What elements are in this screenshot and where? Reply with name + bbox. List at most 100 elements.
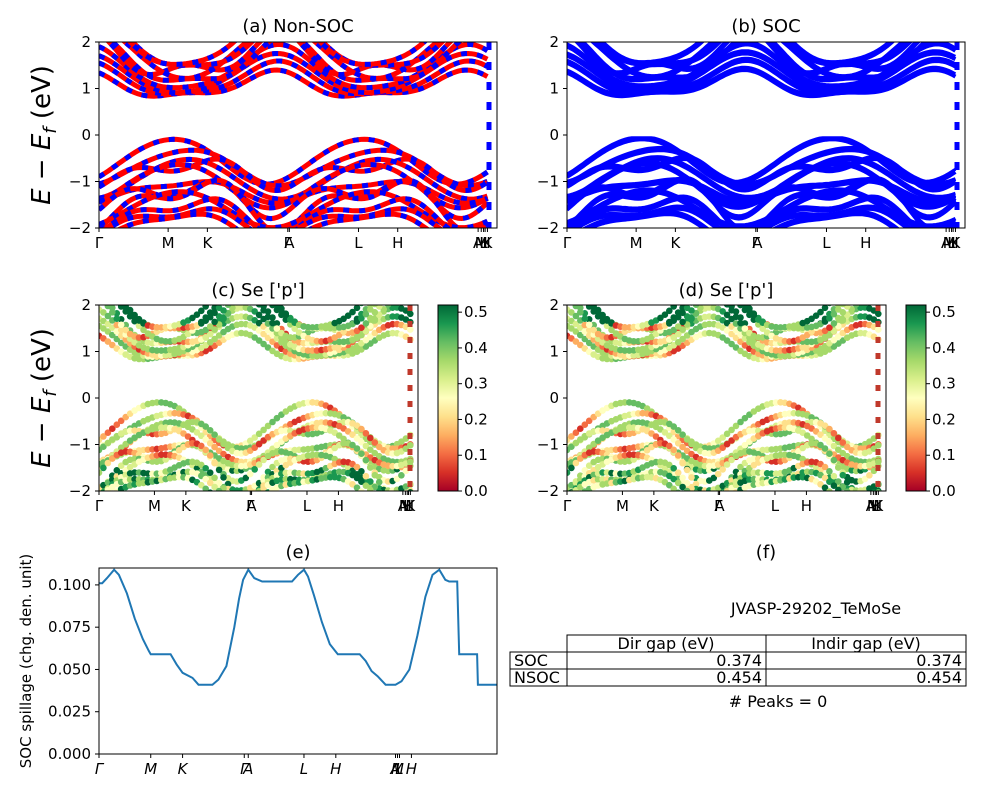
proj-point-c-8-64 bbox=[380, 275, 387, 282]
proj-point-c-11-24 bbox=[202, 423, 209, 430]
ytick-label-c-4: −2 bbox=[69, 482, 91, 500]
proj-point-d-7-0 bbox=[564, 278, 571, 285]
ytick-label-d-0: 2 bbox=[549, 296, 559, 314]
proj-point-d-1-61 bbox=[835, 333, 842, 340]
proj-point-c-8-7 bbox=[126, 309, 134, 316]
proj-point-c-5-25 bbox=[206, 323, 214, 330]
xtick-label-a-8: M bbox=[475, 234, 488, 252]
proj-point-d-5-68 bbox=[866, 292, 873, 299]
proj-point-c-11-27 bbox=[215, 436, 223, 443]
proj-point-d-1-37 bbox=[728, 330, 735, 338]
proj-point-c-6-2 bbox=[105, 291, 112, 298]
proj-point-c-20-3 bbox=[109, 491, 116, 498]
proj-point-c-1-3 bbox=[109, 331, 116, 339]
ytick-label-d-1: 1 bbox=[549, 343, 559, 361]
proj-point-c-5-29 bbox=[224, 305, 232, 308]
proj-point-c-8-33 bbox=[243, 270, 250, 277]
proj-point-c-20-58 bbox=[353, 484, 361, 491]
proj-point-c-6-10 bbox=[140, 326, 147, 334]
proj-point-c-1-36 bbox=[255, 327, 263, 334]
proj-point-d-20-32 bbox=[706, 505, 713, 512]
proj-point-c-20-31 bbox=[234, 505, 241, 512]
proj-point-d-8-23 bbox=[666, 307, 673, 315]
proj-point-d-4-69 bbox=[871, 295, 878, 302]
proj-point-d-12-26 bbox=[679, 443, 686, 451]
proj-point-c-3-36 bbox=[255, 311, 263, 319]
proj-point-c-6-63 bbox=[376, 293, 383, 300]
proj-point-c-6-69 bbox=[403, 287, 410, 294]
proj-point-d-12-59 bbox=[826, 438, 833, 446]
cbtick-label-1-5: 0.5 bbox=[932, 303, 956, 321]
proj-point-d-15-36 bbox=[723, 461, 731, 468]
ytick-label-a-4: −2 bbox=[69, 219, 91, 237]
xtick-label-d-8: M bbox=[867, 497, 880, 515]
table-row-soc-label: SOC bbox=[514, 651, 548, 670]
proj-point-d-8-58 bbox=[821, 305, 829, 312]
proj-point-c-5-61 bbox=[367, 314, 374, 322]
proj-point-d-19-27 bbox=[683, 487, 691, 491]
proj-point-c-9-37 bbox=[260, 426, 267, 434]
band-nonsoc-dash-6 bbox=[121, 42, 441, 81]
xtick-label-a-7: A bbox=[473, 234, 484, 252]
proj-point-d-18-58 bbox=[821, 463, 829, 471]
proj-point-c-5-37 bbox=[260, 307, 267, 314]
proj-point-d-9-39 bbox=[737, 418, 744, 426]
proj-point-d-6-65 bbox=[853, 287, 860, 294]
xtick-label-b-1: M bbox=[630, 234, 643, 252]
panel-d-title: (d) Se ['p'] bbox=[679, 280, 774, 301]
proj-point-c-20-37 bbox=[260, 492, 267, 499]
proj-point-d-6-70 bbox=[875, 289, 882, 296]
proj-point-c-8-5 bbox=[118, 298, 125, 305]
proj-point-c-9-4 bbox=[113, 421, 121, 429]
proj-point-c-7-67 bbox=[394, 279, 401, 286]
proj-point-c-16-25 bbox=[206, 452, 214, 459]
xtick-label-b-4: A bbox=[752, 234, 763, 252]
proj-point-c-8-56 bbox=[344, 312, 352, 320]
proj-point-d-20-63 bbox=[844, 502, 851, 509]
xtick-label-e-7: A bbox=[389, 760, 400, 778]
xtick-label-e-8: M bbox=[391, 760, 404, 778]
proj-point-c-0-38 bbox=[264, 344, 272, 351]
cbtick-label-1-4: 0.4 bbox=[932, 339, 956, 357]
proj-point-c-16-61 bbox=[367, 464, 374, 471]
band-soc-split-8 bbox=[598, 42, 892, 64]
xtick-label-b-10: H bbox=[947, 234, 958, 252]
proj-point-d-7-2 bbox=[573, 282, 580, 289]
proj-point-d-9-37 bbox=[728, 426, 735, 434]
proj-point-c-11-61 bbox=[367, 434, 374, 442]
proj-point-c-8-57 bbox=[349, 308, 356, 316]
proj-point-c-3-35 bbox=[251, 308, 258, 315]
panel-b-title: (b) SOC bbox=[731, 16, 800, 37]
proj-point-d-20-27 bbox=[684, 497, 691, 504]
table-row-soc-dir: 0.374 bbox=[716, 651, 762, 670]
proj-point-d-6-0 bbox=[564, 286, 571, 293]
proj-point-d-19-29 bbox=[693, 495, 700, 502]
proj-point-d-13-40 bbox=[741, 441, 749, 449]
proj-point-c-9-3 bbox=[109, 425, 116, 433]
proj-point-c-8-34 bbox=[247, 272, 254, 279]
proj-point-c-5-4 bbox=[113, 315, 121, 323]
proj-point-d-18-25 bbox=[674, 469, 682, 477]
proj-point-d-5-40 bbox=[741, 325, 749, 332]
xtick-label-b-3: Γ bbox=[752, 234, 761, 252]
proj-point-c-7-60 bbox=[362, 310, 370, 318]
band-nonsoc-dash-14 bbox=[99, 179, 489, 206]
proj-point-d-11-26 bbox=[679, 431, 686, 439]
proj-point-d-6-20 bbox=[652, 330, 660, 338]
proj-point-d-18-61 bbox=[835, 478, 842, 485]
cbtick-label-0-0: 0.0 bbox=[464, 482, 488, 500]
proj-point-d-15-33 bbox=[710, 474, 718, 482]
ytick-label-e-1: 0.025 bbox=[48, 703, 91, 721]
xtick-label-c-0: Γ bbox=[95, 497, 104, 515]
proj-point-c-5-67 bbox=[394, 290, 401, 297]
proj-point-d-0-38 bbox=[732, 344, 740, 351]
proj-point-c-19-64 bbox=[380, 496, 387, 503]
proj-point-c-18-32 bbox=[238, 496, 245, 503]
proj-point-d-0-37 bbox=[728, 340, 735, 348]
xtick-label-d-0: Γ bbox=[563, 497, 572, 515]
proj-point-d-19-32 bbox=[706, 498, 713, 505]
band-soc-4 bbox=[577, 42, 931, 83]
proj-point-c-6-1 bbox=[100, 288, 107, 295]
proj-point-c-15-36 bbox=[255, 461, 263, 468]
